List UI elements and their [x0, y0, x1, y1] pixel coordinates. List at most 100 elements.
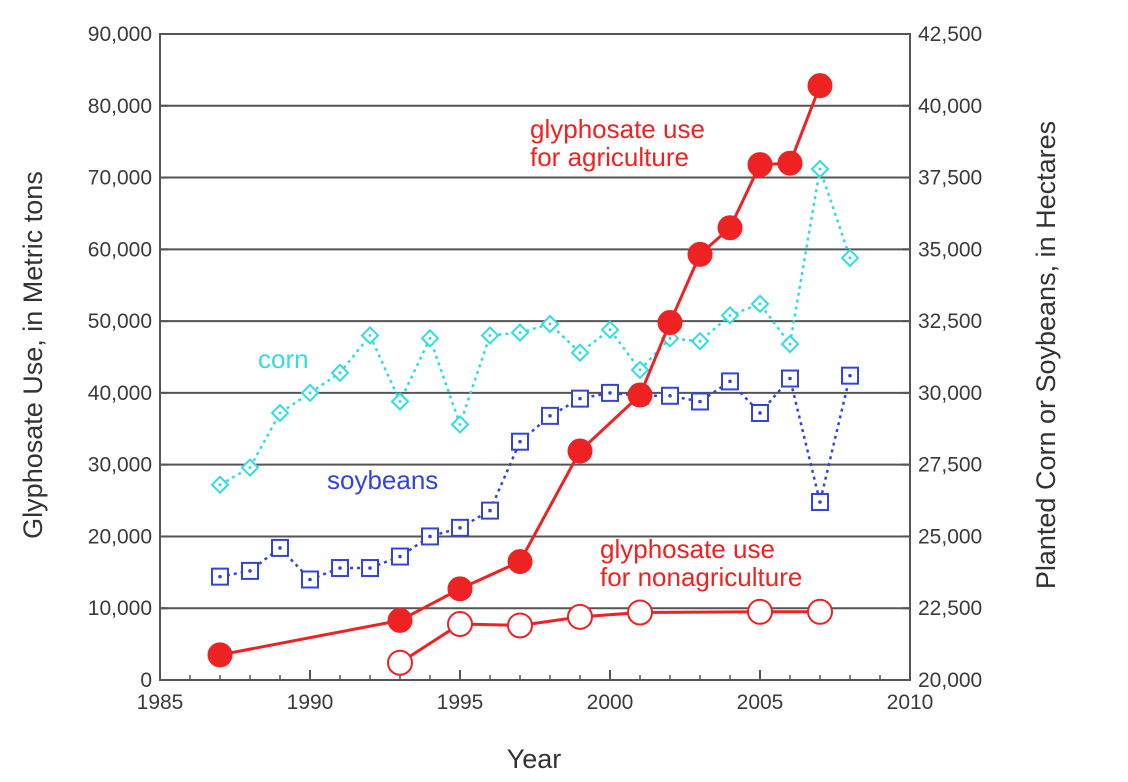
- data-point: [567, 603, 593, 630]
- data-point-center: [788, 376, 792, 381]
- data-point: [807, 598, 833, 625]
- series-glyphosate-use-for-agriculture: [207, 73, 833, 668]
- data-point-center: [668, 336, 672, 340]
- data-point-center: [818, 167, 822, 171]
- data-point-center: [848, 373, 852, 378]
- data-point-center: [458, 422, 462, 426]
- y-tick-label: 20,000: [88, 525, 152, 548]
- data-point-center: [278, 546, 282, 550]
- data-point: [627, 382, 653, 408]
- x-tick-label: 1985: [137, 691, 184, 714]
- data-point-center: [368, 333, 372, 337]
- y2-tick-label: 30,000: [918, 382, 982, 405]
- y2-tick-label: 27,500: [918, 454, 982, 477]
- data-point: [747, 152, 773, 178]
- data-series: [207, 73, 860, 676]
- x-tick-label: 2005: [737, 691, 784, 714]
- series-corn: [210, 159, 860, 495]
- y-tick-label: 80,000: [88, 95, 152, 118]
- data-point-center: [548, 322, 552, 326]
- data-point-center: [698, 399, 702, 404]
- y-tick-label: 30,000: [88, 454, 152, 477]
- data-point-center: [668, 393, 672, 398]
- data-point-center: [398, 400, 402, 404]
- annotation-label: for agriculture: [530, 142, 689, 172]
- data-point-center: [518, 439, 522, 444]
- data-point: [507, 549, 533, 575]
- data-point-center: [428, 336, 432, 340]
- annotation-label: glyphosate use: [530, 114, 705, 144]
- data-point-center: [458, 526, 462, 530]
- data-point: [207, 642, 233, 668]
- y2-tick-label: 22,500: [918, 597, 982, 620]
- data-point: [657, 310, 683, 336]
- data-point-center: [338, 566, 342, 570]
- data-point-center: [218, 574, 222, 579]
- left-y-axis-ticks: 0 10,000 20,000 30,000 40,000 50,000 60,000 70,…: [88, 23, 168, 692]
- data-point: [717, 215, 743, 241]
- y-tick-label: 10,000: [88, 597, 152, 620]
- series-soybeans: [211, 366, 859, 589]
- data-point-center: [488, 333, 492, 337]
- data-point-center: [608, 391, 612, 395]
- annotation-label: for nonagriculture: [600, 562, 802, 592]
- data-point-center: [548, 414, 552, 418]
- data-point-center: [698, 339, 702, 343]
- plot-frame: [159, 33, 911, 681]
- x-axis-ticks: 1985 1990 1995 2000 2005 2010: [137, 670, 934, 714]
- right-y-axis-title: Planted Corn or Soybeans, in Hectares: [1031, 121, 1061, 589]
- y2-tick-label: 42,500: [918, 23, 982, 46]
- data-point-center: [758, 411, 762, 415]
- data-point-center: [758, 302, 762, 306]
- series-line: [219, 375, 852, 581]
- right-y-axis-ticks: 20,000 22,500 25,000 27,500 30,000 32,500 35,0…: [902, 23, 982, 692]
- data-point: [687, 241, 713, 267]
- y-tick-label: 60,000: [88, 238, 152, 261]
- data-point-center: [728, 313, 732, 317]
- data-point: [387, 649, 413, 676]
- data-point: [747, 598, 773, 625]
- data-point: [507, 612, 533, 639]
- y-tick-label: 0: [140, 669, 152, 692]
- data-point: [447, 611, 473, 638]
- data-point-center: [638, 368, 642, 372]
- data-point-center: [578, 351, 582, 355]
- data-point: [387, 607, 413, 633]
- series-line: [219, 168, 852, 486]
- annotation-label: corn: [258, 344, 309, 374]
- y-tick-label: 40,000: [88, 382, 152, 405]
- x-tick-label: 2010: [887, 691, 934, 714]
- data-point-center: [848, 256, 852, 260]
- annotation-label: glyphosate use: [600, 534, 775, 564]
- data-point-center: [728, 379, 732, 384]
- y2-tick-label: 40,000: [918, 95, 982, 118]
- data-point-center: [518, 331, 522, 335]
- data-point-center: [248, 466, 252, 470]
- data-point-center: [308, 577, 312, 582]
- left-y-axis-title: Glyphosate Use, in Metric tons: [18, 171, 48, 539]
- y2-tick-label: 35,000: [918, 238, 982, 261]
- data-point-center: [278, 411, 282, 415]
- series-glyphosate-use-for-nonagriculture: [387, 598, 833, 676]
- data-point-center: [308, 391, 312, 395]
- data-point-center: [218, 483, 222, 487]
- x-axis-title: Year: [507, 744, 562, 774]
- y2-tick-label: 37,500: [918, 167, 982, 190]
- x-tick-label: 1990: [287, 691, 334, 714]
- data-point-center: [608, 328, 612, 332]
- data-point-center: [248, 569, 252, 573]
- y-tick-label: 70,000: [88, 167, 152, 190]
- data-point: [807, 73, 833, 99]
- data-point-center: [338, 371, 342, 375]
- y2-tick-label: 32,500: [918, 310, 982, 333]
- data-point: [777, 150, 803, 176]
- data-point: [627, 599, 653, 626]
- y-tick-label: 90,000: [88, 23, 152, 46]
- data-point-center: [368, 566, 372, 570]
- annotation-label: soybeans: [327, 465, 438, 495]
- y2-tick-label: 20,000: [918, 669, 982, 692]
- data-point-center: [428, 534, 432, 539]
- data-point-center: [578, 396, 582, 401]
